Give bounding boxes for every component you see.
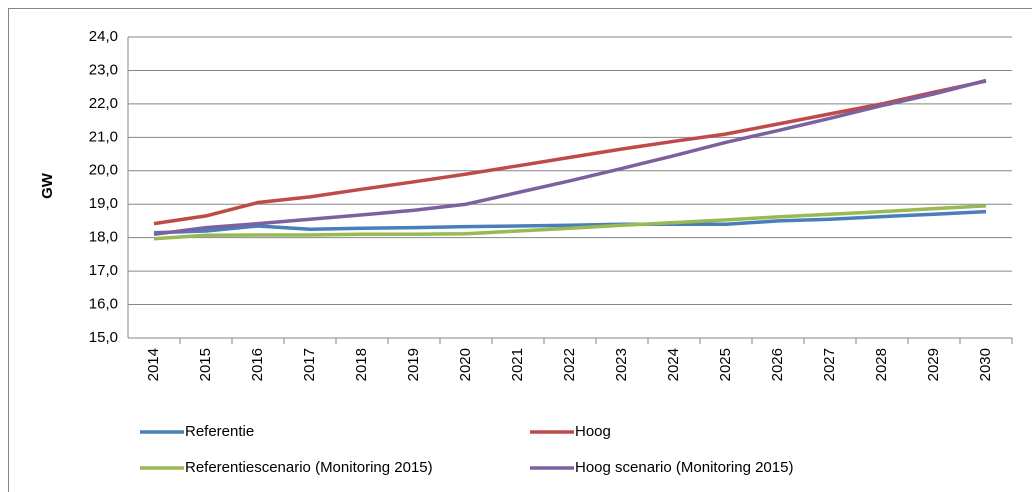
chart-border xyxy=(8,8,1032,492)
series-line xyxy=(153,204,987,241)
x-tick-label: 2014 xyxy=(145,348,162,381)
y-tick-label: 23,0 xyxy=(89,61,118,78)
legend-label: Referentie xyxy=(185,423,254,440)
x-tick-label: 2028 xyxy=(873,348,890,381)
y-tick-label: 22,0 xyxy=(89,95,118,112)
y-tick-label: 15,0 xyxy=(89,329,118,346)
x-tick-label: 2023 xyxy=(613,348,630,381)
x-tick-label: 2024 xyxy=(665,348,682,381)
y-tick-label: 16,0 xyxy=(89,296,118,313)
y-axis-label: GW xyxy=(39,172,56,199)
y-tick-label: 21,0 xyxy=(89,128,118,145)
series-line xyxy=(153,79,987,226)
legend-label: Hoog xyxy=(575,423,611,440)
x-tick-label: 2021 xyxy=(509,348,526,381)
x-tick-label: 2026 xyxy=(769,348,786,381)
x-tick-label: 2029 xyxy=(925,348,942,381)
y-tick-label: 17,0 xyxy=(89,262,118,279)
x-tick-label: 2022 xyxy=(561,348,578,381)
x-tick-label: 2016 xyxy=(249,348,266,381)
x-tick-label: 2017 xyxy=(301,348,318,381)
x-tick-label: 2019 xyxy=(405,348,422,381)
x-tick-label: 2025 xyxy=(717,348,734,381)
y-tick-label: 20,0 xyxy=(89,162,118,179)
x-tick-label: 2018 xyxy=(353,348,370,381)
series-line xyxy=(153,78,987,237)
y-tick-label: 19,0 xyxy=(89,195,118,212)
y-tick-label: 18,0 xyxy=(89,229,118,246)
x-tick-label: 2030 xyxy=(977,348,994,381)
x-tick-label: 2015 xyxy=(197,348,214,381)
y-tick-label: 24,0 xyxy=(89,28,118,45)
x-tick-label: 2020 xyxy=(457,348,474,381)
series-line xyxy=(153,209,987,235)
legend-label: Hoog scenario (Monitoring 2015) xyxy=(575,459,793,476)
legend-label: Referentiescenario (Monitoring 2015) xyxy=(185,459,433,476)
x-tick-label: 2027 xyxy=(821,348,838,381)
